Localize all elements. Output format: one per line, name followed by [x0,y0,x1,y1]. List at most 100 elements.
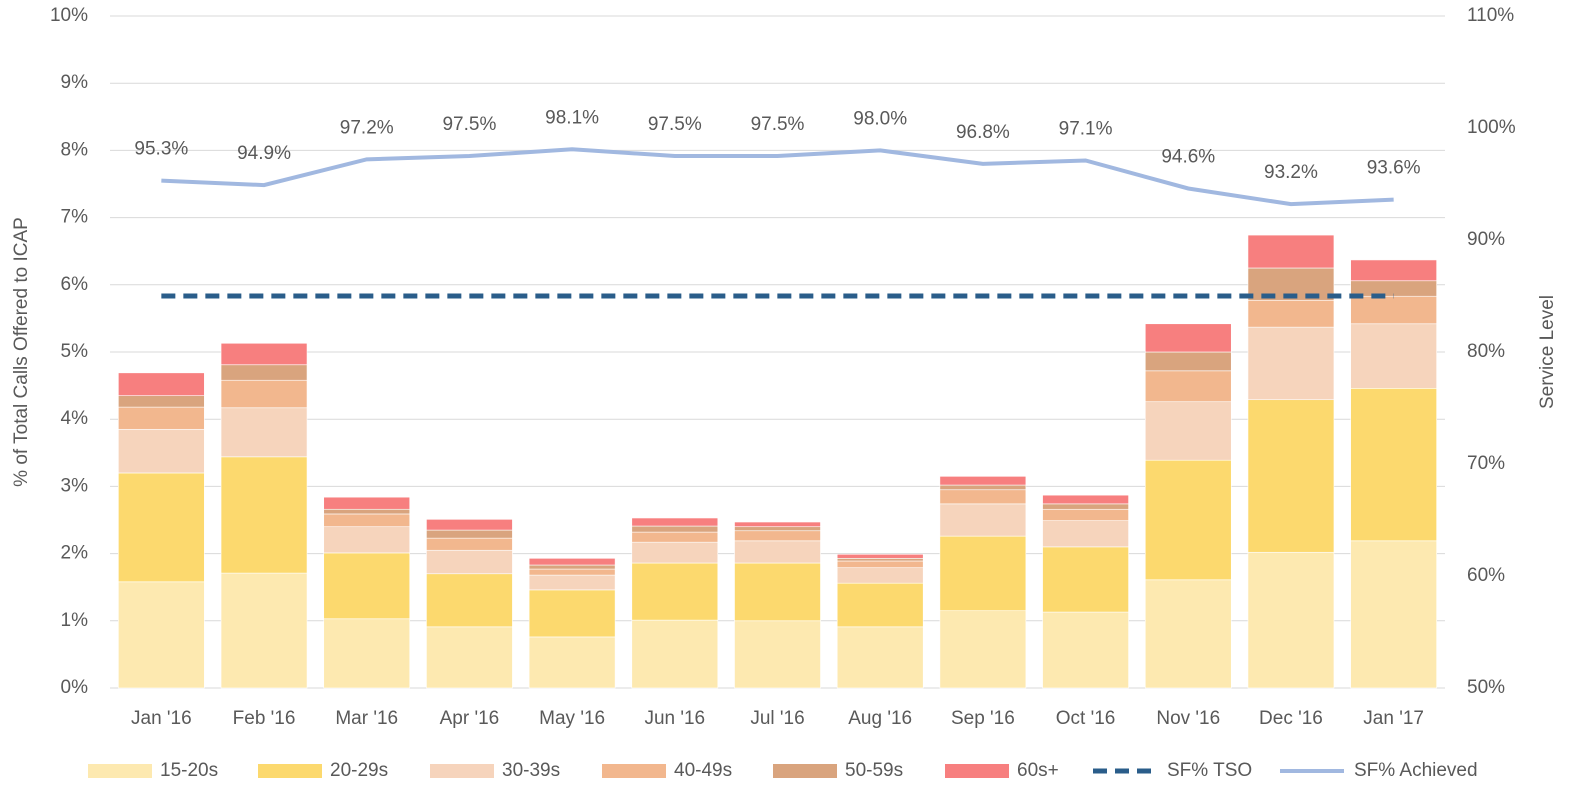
legend-swatch [258,764,322,778]
data-label: 94.9% [237,143,291,164]
bar-segment [118,581,205,689]
data-label: 95.3% [134,139,188,160]
bar-segment [528,568,616,576]
bar-segment [323,513,411,528]
bar-segment [631,619,719,689]
bar-segment [1042,503,1129,510]
data-label: 97.5% [751,114,805,135]
bar-segment [323,508,411,515]
bar-segment [528,636,616,689]
y-tick-label: 5% [61,341,89,362]
legend-label: SF% Achieved [1354,760,1478,781]
y-tick-label: 8% [61,139,89,160]
bar-segment [1042,508,1129,521]
legend-label: 15-20s [160,760,218,781]
y-tick-label: 2% [61,543,89,564]
bar-segment [631,562,719,621]
x-tick-label: Aug '16 [848,708,912,729]
bar-segment [118,395,205,408]
bar-segment [528,574,616,591]
bar-segment [836,567,924,584]
x-tick-label: Mar '16 [335,708,398,729]
y-tick-label: 4% [61,408,89,429]
legend-swatch [773,764,837,778]
bar-segment [118,428,205,474]
data-label: 97.5% [648,114,702,135]
bar-segment [1247,551,1335,689]
bar-segment [1247,234,1335,269]
bar-segment [323,496,411,510]
y2-tick-label: 50% [1467,677,1505,698]
y-tick-label: 7% [61,207,89,228]
bar-segment [734,540,821,564]
bar-segment [118,472,205,583]
bar-segment [1247,326,1335,401]
bar-segment [426,537,513,551]
bar-segment [1144,579,1232,689]
data-label: 93.2% [1264,162,1318,183]
y2-axis-label: Service Level [1537,295,1558,409]
bar-segment [1350,540,1437,689]
x-tick-label: Nov '16 [1156,708,1220,729]
bar-segment [836,560,924,569]
x-tick-label: Jan '16 [131,708,192,729]
bar-segment [1144,351,1232,372]
bar-segment [426,519,513,531]
x-tick-label: Feb '16 [233,708,296,729]
bar-segment [118,372,205,396]
y-tick-label: 6% [61,274,89,295]
x-tick-label: Jul '16 [750,708,804,729]
bar-segment [1042,494,1129,505]
bar-segment [220,456,308,574]
bar-segment [734,526,821,532]
y-tick-label: 3% [61,475,89,496]
bar-segment [323,526,411,554]
bar-segment [1247,399,1335,553]
y-tick-label: 1% [61,610,89,631]
bar-segment [939,503,1027,537]
bar-segment [1350,259,1437,282]
legend-label: 60s+ [1017,760,1059,781]
data-label: 97.5% [442,114,496,135]
bar-segment [1247,299,1335,328]
bar-segment [631,531,719,543]
legend-label: 20-29s [330,760,388,781]
bar-segment [1350,295,1437,325]
y2-tick-label: 70% [1467,453,1505,474]
bar-segment [220,379,308,409]
x-tick-label: Oct '16 [1056,708,1116,729]
bar-segment [1144,323,1232,353]
x-tick-label: Dec '16 [1259,708,1323,729]
data-label: 98.1% [545,107,599,128]
bar-segment [528,564,616,570]
bar-segment [220,364,308,381]
y-tick-label: 0% [61,677,89,698]
bar-segment [939,476,1027,486]
x-tick-label: Sep '16 [951,708,1015,729]
bar-segment [1144,401,1232,461]
bar-segment [528,589,616,638]
x-tick-label: May '16 [539,708,605,729]
x-tick-label: Apr '16 [440,708,500,729]
y-axis-label: % of Total Calls Offered to ICAP [11,217,32,487]
legend-swatch [602,764,666,778]
data-label: 94.6% [1161,146,1215,167]
legend-swatch [88,764,152,778]
bar-segment [631,541,719,564]
bar-segment [1042,520,1129,548]
y2-tick-label: 110% [1467,5,1514,26]
bar-segment [118,406,205,430]
data-label: 97.1% [1059,118,1113,139]
legend-label: 30-39s [502,760,560,781]
data-label: 96.8% [956,122,1010,143]
bar-segment [426,549,513,575]
data-label: 93.6% [1367,158,1421,179]
data-label: 97.2% [340,117,394,138]
bar-segment [939,489,1027,505]
bar-segment [734,562,821,622]
y2-tick-label: 60% [1467,565,1505,586]
bar-segment [426,626,513,689]
x-tick-label: Jun '16 [644,708,705,729]
bar-segment [426,529,513,539]
